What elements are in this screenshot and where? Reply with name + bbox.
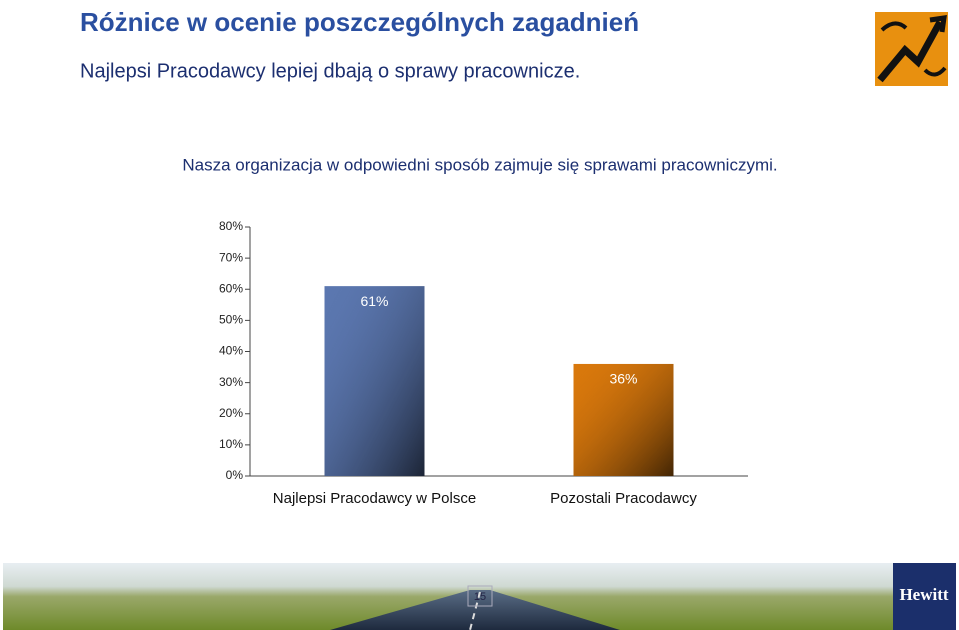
y-tick-label: 50% <box>219 313 243 327</box>
y-tick-label: 40% <box>219 344 243 358</box>
y-tick-label: 20% <box>219 406 243 420</box>
y-tick-label: 60% <box>219 281 243 295</box>
corner-icon <box>875 12 948 86</box>
y-tick-label: 30% <box>219 375 243 389</box>
chart: 0% 10% 20% 30% 40% 50% 60% 70% 80% 61% Najlepsi Pr… <box>219 219 748 507</box>
slide-title: Różnice w ocenie poszczególnych zagadnie… <box>80 7 639 37</box>
bar-shade <box>324 286 425 476</box>
y-tick-label: 10% <box>219 437 243 451</box>
value-label: 36% <box>609 371 637 387</box>
bar-shade <box>573 363 674 476</box>
page-number: 15 <box>474 591 486 603</box>
y-tick-label: 80% <box>219 219 243 233</box>
slide-subtitle: Najlepsi Pracodawcy lepiej dbają o spraw… <box>80 60 580 82</box>
value-label: 61% <box>360 293 388 309</box>
chart-title: Nasza organizacja w odpowiedni sposób za… <box>182 155 777 174</box>
y-tick-label: 0% <box>226 468 244 482</box>
y-tick-label: 70% <box>219 250 243 264</box>
x-tick-label: Najlepsi Pracodawcy w Polsce <box>273 490 476 507</box>
logo-text: Hewitt <box>899 585 948 604</box>
x-tick-label: Pozostali Pracodawcy <box>550 490 697 507</box>
footer-image <box>3 563 956 630</box>
